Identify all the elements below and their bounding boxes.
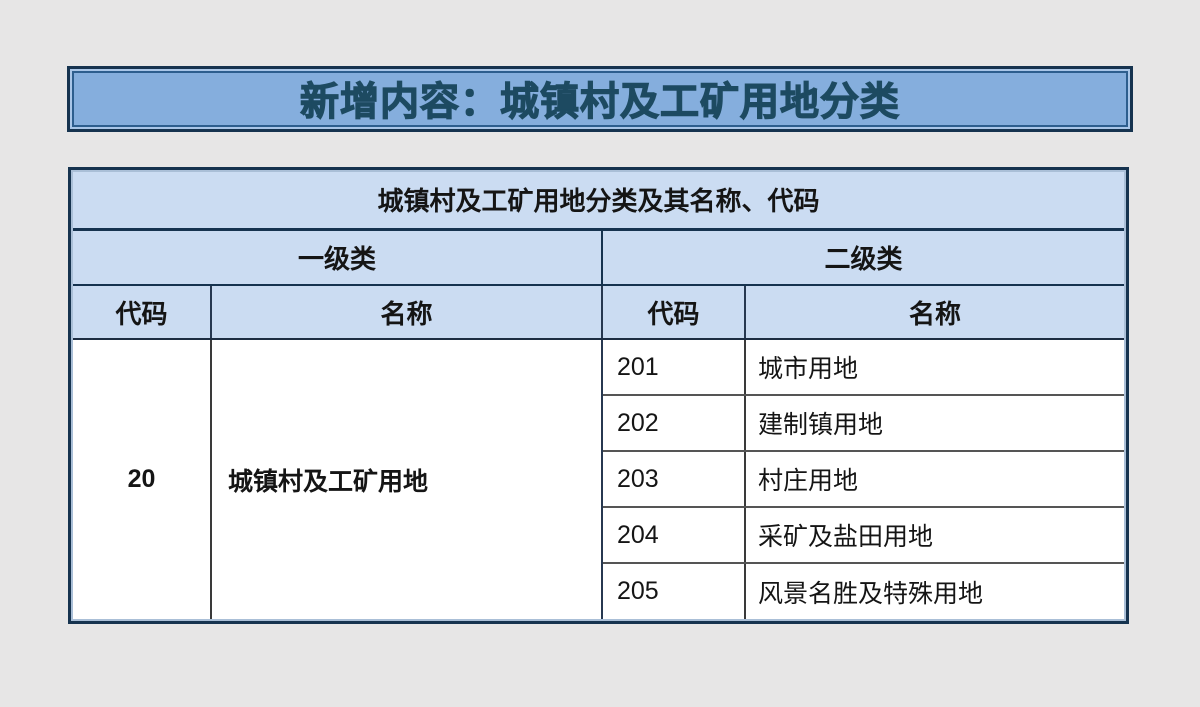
column-header-name-l1: 名称 [211,285,603,340]
level2-code-cell: 205 [602,563,746,619]
table-row: 204 采矿及盐田用地 [73,507,1124,564]
level2-name-cell: 建制镇用地 [745,395,1124,452]
column-header-name-l2: 名称 [745,285,1124,340]
page-title: 新增内容：城镇村及工矿用地分类 [299,80,900,124]
title-banner: 新增内容：城镇村及工矿用地分类 [67,66,1133,132]
level1-code-cell: 20 [73,339,212,619]
level2-name-cell: 村庄用地 [745,451,1124,508]
classification-table: 城镇村及工矿用地分类及其名称、代码 一级类 二级类 代码 名称 代码 名称 20… [68,167,1129,624]
table-row: 20 城镇村及工矿用地 201 城市用地 [73,339,1124,619]
column-header-code-l2: 代码 [602,285,746,340]
level2-code-cell: 201 [602,339,746,396]
column-header-row: 代码 名称 代码 名称 [73,285,1124,340]
level1-name-cell: 城镇村及工矿用地 [211,339,603,619]
level2-name-cell: 风景名胜及特殊用地 [745,563,1124,619]
table-row: 203 村庄用地 [73,451,1124,508]
level2-name-cell: 城市用地 [745,339,1124,396]
level2-code-cell: 203 [602,451,746,508]
level2-code-cell: 202 [602,395,746,452]
group-header-row: 一级类 二级类 [73,229,1124,286]
column-header-code-l1: 代码 [73,285,212,340]
table-title-row: 城镇村及工矿用地分类及其名称、代码 [73,172,1124,231]
level2-name-cell: 采矿及盐田用地 [745,507,1124,564]
table-row: 205 风景名胜及特殊用地 [73,563,1124,619]
table-row: 202 建制镇用地 [73,395,1124,452]
level2-code-cell: 204 [602,507,746,564]
group-header-level1: 一级类 [73,229,603,286]
group-header-level2: 二级类 [602,229,1124,286]
table-title: 城镇村及工矿用地分类及其名称、代码 [73,172,1124,231]
